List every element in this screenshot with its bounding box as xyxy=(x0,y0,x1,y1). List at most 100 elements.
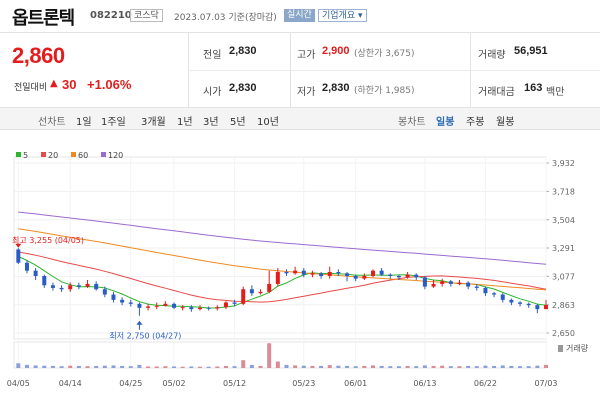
line-chart-label: 선차트 xyxy=(38,117,66,128)
amount-value: 163 xyxy=(524,82,543,94)
volume-bar xyxy=(206,366,211,368)
volume-bar xyxy=(535,365,540,368)
period-1w-button[interactable]: 1주일 xyxy=(101,117,126,128)
y-tick-label: 3,718 xyxy=(552,187,575,196)
candle-body xyxy=(319,273,324,276)
x-tick-label: 04/25 xyxy=(119,379,142,388)
candle-body xyxy=(223,302,228,308)
y-tick-label: 3,504 xyxy=(552,216,575,225)
candle-body xyxy=(362,275,367,279)
candle-body xyxy=(353,275,358,279)
x-tick-label: 04/05 xyxy=(7,379,30,388)
candle-body xyxy=(189,307,194,310)
change-amount: 30 xyxy=(62,77,77,92)
legend-swatch-60 xyxy=(71,152,76,157)
candle-body xyxy=(500,294,505,300)
volume-bar xyxy=(362,365,367,368)
candle-body xyxy=(111,294,116,300)
volume-bar xyxy=(68,365,73,368)
high-annotation: 최고 3,255 (04/05) xyxy=(12,235,84,245)
candle-body xyxy=(544,305,548,310)
company-info-button[interactable]: 기업개요 ▾ xyxy=(318,9,367,22)
candlestick-chart: 5 20 60 120 3,932 3,718 3,504 3,291 3,077 2,863 2,… xyxy=(7,151,589,388)
open-value: 2,830 xyxy=(229,82,257,94)
y-tick-label: 2,650 xyxy=(552,329,575,338)
candle-body xyxy=(388,274,393,276)
volume-bar xyxy=(466,365,471,368)
volume-bar xyxy=(16,363,21,368)
legend-label-60: 60 xyxy=(78,151,88,160)
candle-body xyxy=(379,270,384,275)
volume-bar xyxy=(24,364,29,368)
volume-bar xyxy=(544,364,548,368)
x-tick-label: 07/03 xyxy=(534,379,557,388)
volume-label: 거래량 xyxy=(478,50,506,61)
volume-bar xyxy=(492,365,497,368)
monthly-candle-button[interactable]: 월봉 xyxy=(496,117,515,128)
candle-body xyxy=(293,270,298,274)
volume-bar xyxy=(111,365,116,368)
period-3m-button[interactable]: 3개월 xyxy=(141,117,166,128)
volume-bar xyxy=(284,364,289,368)
daily-candle-button[interactable]: 일봉 xyxy=(436,117,455,128)
low-label: 저가 xyxy=(297,87,316,98)
candle-body xyxy=(197,307,202,310)
volume-bar xyxy=(379,365,384,368)
volume-bar xyxy=(336,365,341,368)
volume-bar xyxy=(180,366,185,368)
volume-bar xyxy=(327,365,332,368)
period-3y-button[interactable]: 3년 xyxy=(203,117,219,128)
volume-axis-label: 거래량 xyxy=(566,343,589,353)
volume-bar xyxy=(137,364,142,368)
candle-body xyxy=(94,283,99,290)
candle-body xyxy=(431,283,436,287)
candle-body xyxy=(249,289,254,294)
volume-bar xyxy=(189,366,194,368)
volume-bar xyxy=(431,365,436,368)
volume-bar xyxy=(154,366,159,368)
candle-body xyxy=(345,273,350,276)
y-tick-label: 3,932 xyxy=(552,159,575,168)
legend-label-20: 20 xyxy=(48,151,58,160)
period-10y-button[interactable]: 10년 xyxy=(257,117,279,128)
low-annotation: 최저 2,750 (04/27) xyxy=(109,331,181,341)
x-tick-label: 05/23 xyxy=(292,379,315,388)
candle-body xyxy=(518,302,523,304)
volume-bar xyxy=(483,365,488,368)
candle-body xyxy=(526,303,531,306)
candle-body xyxy=(310,273,315,275)
volume-bar xyxy=(405,365,410,368)
volume-bar xyxy=(422,365,427,368)
change-rate: +1.06% xyxy=(87,77,132,92)
stock-header: 옵트론텍 082210 코스닥 2023.07.03 기준(장마감) 실시간 기… xyxy=(0,0,600,32)
quote-date: 2023.07.03 기준(장마감) xyxy=(174,13,277,23)
volume-bar xyxy=(94,365,99,368)
volume-bar xyxy=(526,366,531,368)
legend-swatch-5 xyxy=(16,152,21,157)
stock-code: 082210 xyxy=(90,10,132,21)
candle-body xyxy=(466,282,471,287)
candle-body xyxy=(422,277,427,287)
y-tick-label: 3,077 xyxy=(552,272,575,281)
volume-bar xyxy=(267,343,272,368)
stock-chart[interactable]: 5 20 60 120 3,932 3,718 3,504 3,291 3,077 2,863 2,… xyxy=(0,130,600,408)
candle-body xyxy=(50,285,55,288)
candle-body xyxy=(509,299,514,303)
volume-bar xyxy=(85,366,90,368)
period-5y-button[interactable]: 5년 xyxy=(230,117,246,128)
candle-body xyxy=(267,283,272,292)
period-1d-button[interactable]: 1일 xyxy=(76,117,92,128)
period-1y-button[interactable]: 1년 xyxy=(177,117,193,128)
legend-label-5: 5 xyxy=(23,151,28,160)
amount-label: 거래대금 xyxy=(478,87,515,98)
realtime-button[interactable]: 실시간 xyxy=(284,9,315,22)
volume-bar xyxy=(396,366,401,368)
volume-bar xyxy=(215,366,220,368)
volume-bar xyxy=(163,366,168,368)
candle-body xyxy=(258,291,263,294)
candle-body xyxy=(137,303,142,308)
volume-bar xyxy=(275,361,280,368)
volume-bar xyxy=(120,365,125,368)
weekly-candle-button[interactable]: 주봉 xyxy=(466,117,485,128)
high-label: 고가 xyxy=(297,50,316,61)
